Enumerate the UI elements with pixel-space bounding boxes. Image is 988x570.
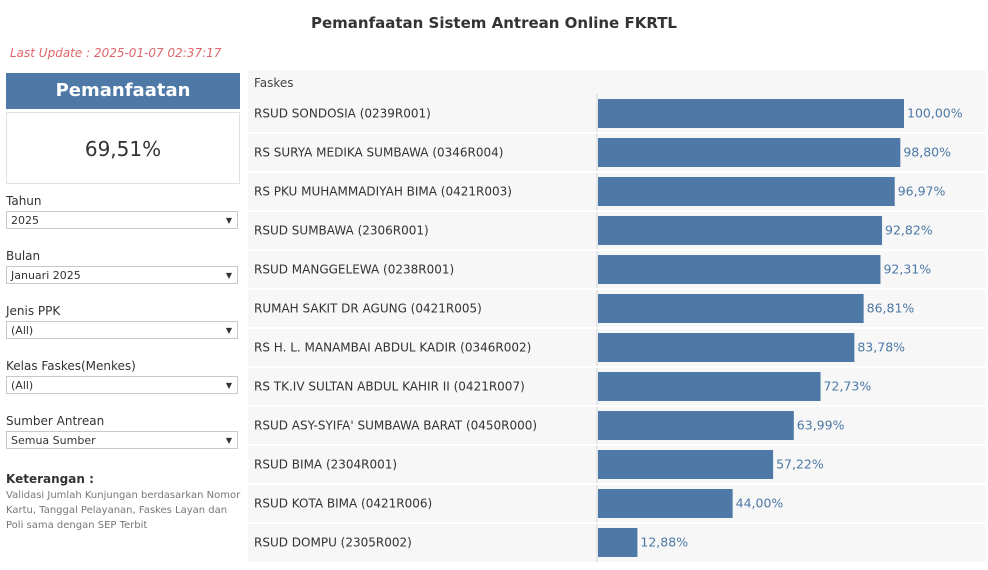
column-header-faskes: Faskes: [254, 76, 294, 90]
category-label: RS H. L. MANAMBAI ABDUL KADIR (0346R002): [254, 341, 531, 355]
category-label: RUMAH SAKIT DR AGUNG (0421R005): [254, 302, 482, 316]
value-label: 96,97%: [898, 184, 946, 199]
filter-sumber-antrean: Sumber Antrean Semua Sumber ▼: [6, 414, 240, 449]
filter-label: Sumber Antrean: [6, 414, 105, 428]
filter-label: Kelas Faskes(Menkes): [6, 359, 136, 373]
value-label: 98,80%: [903, 145, 951, 160]
dropdown-arrow-icon: ▼: [225, 326, 232, 335]
bar: [598, 138, 901, 167]
category-label: RSUD DOMPU (2305R002): [254, 536, 412, 550]
dropdown-arrow-icon: ▼: [225, 436, 232, 445]
filter-label: Bulan: [6, 249, 41, 263]
filter-kelas-faskes: Kelas Faskes(Menkes) (All) ▼: [6, 359, 240, 394]
dropdown-value: 2025: [11, 214, 39, 227]
dropdown-arrow-icon: ▼: [225, 216, 232, 225]
bar: [598, 489, 733, 518]
bar: [598, 528, 638, 557]
filter-bulan: Bulan Januari 2025 ▼: [6, 249, 240, 284]
category-label: RS SURYA MEDIKA SUMBAWA (0346R004): [254, 146, 503, 160]
category-label: RSUD SUMBAWA (2306R001): [254, 224, 429, 238]
value-label: 86,81%: [867, 301, 915, 316]
sumber-antrean-dropdown[interactable]: Semua Sumber ▼: [6, 431, 238, 449]
dropdown-value: Januari 2025: [11, 269, 81, 282]
dropdown-value: Semua Sumber: [11, 434, 96, 447]
jenis-ppk-dropdown[interactable]: (All) ▼: [6, 321, 238, 339]
notes: Keterangan : Validasi Jumlah Kunjungan b…: [6, 472, 242, 533]
bar: [598, 411, 794, 440]
category-label: RSUD MANGGELEWA (0238R001): [254, 263, 454, 277]
bar: [598, 99, 904, 128]
category-label: RSUD KOTA BIMA (0421R006): [254, 497, 432, 511]
category-label: RSUD SONDOSIA (0239R001): [254, 107, 431, 121]
category-label: RSUD BIMA (2304R001): [254, 458, 397, 472]
dropdown-arrow-icon: ▼: [225, 271, 232, 280]
bar: [598, 294, 864, 323]
bar: [598, 216, 883, 245]
filter-label: Jenis PPK: [6, 304, 61, 318]
value-label: 44,00%: [736, 496, 784, 511]
bar: [598, 255, 881, 284]
category-label: RS TK.IV SULTAN ABDUL KAHIR II (0421R007…: [254, 380, 525, 394]
bar: [598, 177, 895, 206]
value-label: 72,73%: [824, 379, 872, 394]
filter-jenis-ppk: Jenis PPK (All) ▼: [6, 304, 240, 339]
category-label: RS PKU MUHAMMADIYAH BIMA (0421R003): [254, 185, 512, 199]
notes-text: Validasi Jumlah Kunjungan berdasarkan No…: [6, 490, 241, 531]
value-label: 63,99%: [797, 418, 845, 433]
notes-title: Keterangan :: [6, 472, 94, 486]
bar-chart: RSUD SONDOSIA (0239R001) 100,00% RS SURYA …: [248, 94, 986, 562]
kpi-value: 69,51%: [6, 112, 240, 184]
page-title: Pemanfaatan Sistem Antrean Online FKRTL: [310, 14, 677, 32]
bar: [598, 372, 821, 401]
value-label: 83,78%: [857, 340, 905, 355]
bar-chart-panel: Faskes RSUD SONDOSIA (0239R001) 100,00% RS…: [248, 70, 986, 562]
kelas-faskes-dropdown[interactable]: (All) ▼: [6, 376, 238, 394]
bar: [598, 450, 774, 479]
dropdown-value: (All): [11, 324, 34, 337]
value-label: 12,88%: [640, 535, 688, 550]
bar: [598, 333, 855, 362]
value-label: 92,82%: [885, 223, 933, 238]
value-label: 57,22%: [776, 457, 824, 472]
filter-tahun: Tahun 2025 ▼: [6, 194, 240, 229]
value-label: 92,31%: [883, 262, 931, 277]
last-update-text: Last Update : 2025-01-07 02:37:17: [10, 46, 222, 60]
filter-label: Tahun: [6, 194, 42, 208]
category-label: RSUD ASY-SYIFA' SUMBAWA BARAT (0450R000): [254, 419, 537, 433]
dropdown-value: (All): [11, 379, 34, 392]
dropdown-arrow-icon: ▼: [225, 381, 232, 390]
kpi-header: Pemanfaatan: [6, 73, 240, 109]
value-label: 100,00%: [907, 106, 963, 121]
bulan-dropdown[interactable]: Januari 2025 ▼: [6, 266, 238, 284]
tahun-dropdown[interactable]: 2025 ▼: [6, 211, 238, 229]
